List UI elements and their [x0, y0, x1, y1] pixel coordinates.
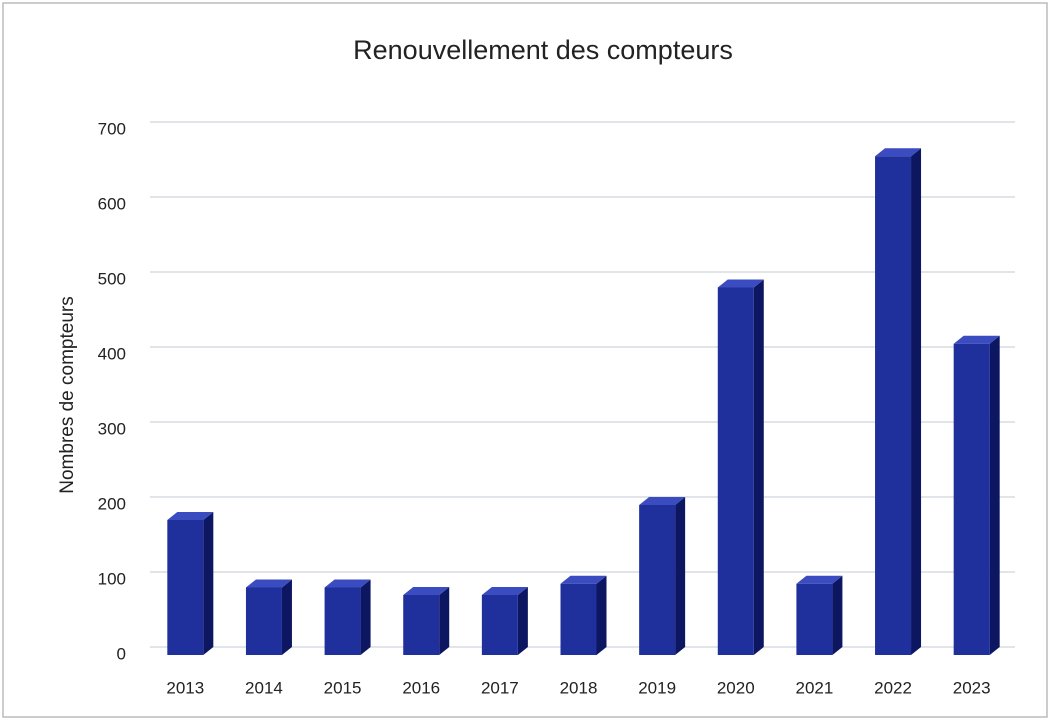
x-tick-label: 2014: [245, 678, 283, 697]
bar-top: [403, 587, 450, 595]
y-tick-label: 700: [98, 119, 126, 138]
bar: [560, 575, 607, 655]
bar-side: [517, 587, 528, 655]
bar: [403, 587, 450, 655]
bar-top: [167, 512, 214, 520]
y-tick-label: 400: [98, 344, 126, 363]
bar-front: [953, 343, 990, 655]
bar-side: [989, 335, 1000, 655]
bar-side: [675, 497, 686, 655]
chart-title: Renouvellement des compteurs: [353, 35, 733, 65]
y-tick-label: 100: [98, 569, 126, 588]
y-axis-label: Nombres de compteurs: [57, 296, 78, 493]
bar-top: [324, 579, 371, 588]
x-tick-label: 2013: [166, 678, 204, 697]
bar-top: [481, 587, 528, 595]
x-tick-label: 2018: [560, 678, 598, 697]
x-tick-label: 2016: [402, 678, 440, 697]
bar-front: [167, 520, 204, 655]
bar-side: [596, 575, 607, 655]
x-tick-label: 2023: [953, 678, 991, 697]
y-tick-label: 0: [117, 644, 126, 663]
bar: [167, 512, 214, 655]
x-tick-label: 2015: [324, 678, 362, 697]
bar-front: [875, 156, 912, 655]
bar-front: [796, 583, 833, 655]
x-tick-label: 2022: [874, 678, 912, 697]
bar: [953, 335, 1000, 655]
bar: [324, 579, 371, 655]
bar-top: [953, 335, 1000, 344]
bar-side: [203, 512, 214, 655]
x-tick-label: 2021: [795, 678, 833, 697]
bar-top: [717, 279, 764, 288]
bar-top: [245, 579, 292, 588]
bar: [875, 148, 922, 655]
bar-side: [911, 148, 922, 655]
bar-top: [875, 148, 922, 157]
bar-front: [717, 287, 754, 655]
bar-front: [481, 595, 518, 655]
bar: [481, 587, 528, 655]
x-tick-label: 2017: [481, 678, 519, 697]
bar-front: [639, 505, 676, 655]
bar-front: [403, 595, 440, 655]
bar-side: [753, 279, 764, 655]
bar-side: [281, 579, 292, 655]
bar-side: [360, 579, 371, 655]
x-tick-label: 2019: [638, 678, 676, 697]
bar-front: [324, 587, 361, 655]
bar: [717, 279, 764, 655]
y-tick-label: 200: [98, 494, 126, 513]
bar-front: [560, 583, 597, 655]
bar-side: [832, 575, 843, 655]
bar: [245, 579, 292, 655]
y-tick-label: 600: [98, 194, 126, 213]
x-tick-label: 2020: [717, 678, 755, 697]
bar-top: [639, 497, 686, 505]
bar-side: [439, 587, 450, 655]
bar-top: [560, 575, 607, 584]
bar-front: [245, 587, 282, 655]
y-tick-label: 300: [98, 419, 126, 438]
bar: [796, 575, 843, 655]
y-tick-label: 500: [98, 269, 126, 288]
bar: [639, 497, 686, 655]
bar-top: [796, 575, 843, 584]
